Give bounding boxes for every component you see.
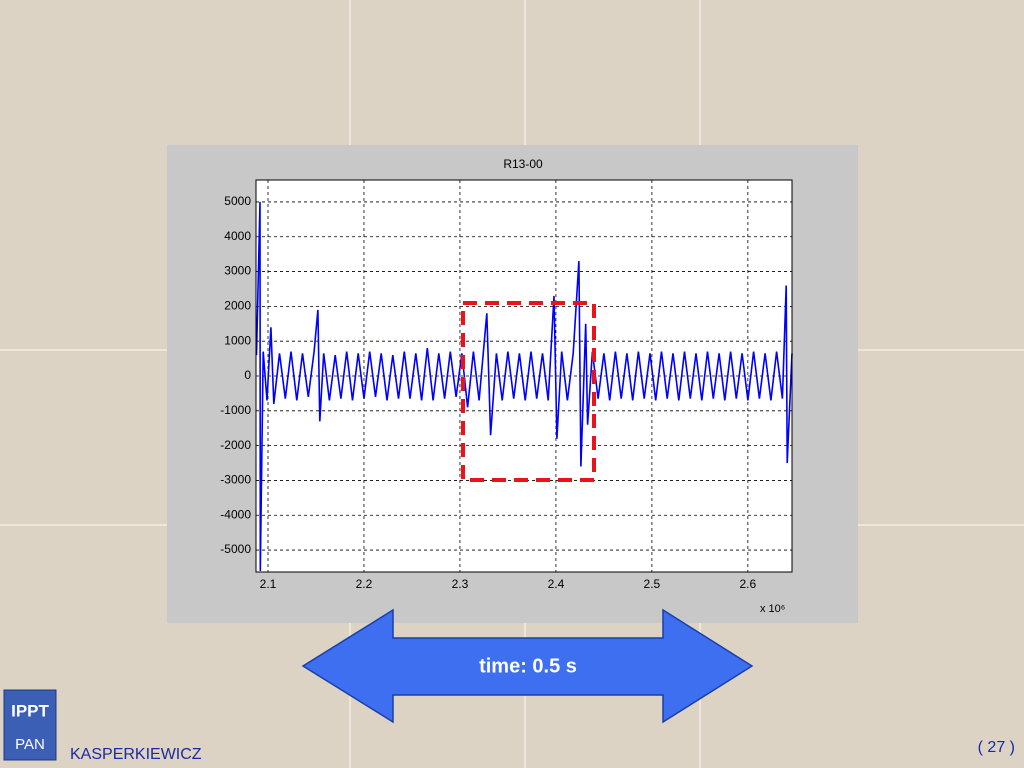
y-tick-label: 3000 xyxy=(224,264,251,278)
time-arrow xyxy=(301,608,754,724)
logo-top: IPPT xyxy=(11,701,49,720)
page-number: ( 27 ) xyxy=(978,739,1015,756)
y-tick-label: 5000 xyxy=(224,194,251,208)
logo xyxy=(3,689,57,761)
y-tick-label: -2000 xyxy=(220,438,251,452)
x-tick-label: 2.5 xyxy=(644,577,661,591)
axes-frame xyxy=(255,179,793,573)
y-tick-label: 1000 xyxy=(224,333,251,347)
x-tick-label: 2.3 xyxy=(452,577,469,591)
y-tick-label: 0 xyxy=(244,368,251,382)
y-tick-label: 2000 xyxy=(224,299,251,313)
arrow-label: time: 0.5 s xyxy=(479,655,577,677)
y-tick-label: 4000 xyxy=(224,229,251,243)
x-tick-label: 2.2 xyxy=(356,577,373,591)
y-tick-label: -1000 xyxy=(220,403,251,417)
x-tick-label: 2.1 xyxy=(260,577,277,591)
y-tick-label: -5000 xyxy=(220,542,251,556)
y-tick-label: -4000 xyxy=(220,507,251,521)
x-tick-label: 2.6 xyxy=(740,577,757,591)
x-tick-label: 2.4 xyxy=(548,577,565,591)
signal-line xyxy=(255,201,793,572)
x-multiplier: x 10⁶ xyxy=(760,603,785,615)
author: KASPERKIEWICZ xyxy=(70,746,202,763)
plot xyxy=(255,180,793,572)
logo-bottom: PAN xyxy=(15,736,45,753)
chart-title: R13-00 xyxy=(503,157,543,171)
y-tick-label: -3000 xyxy=(220,473,251,487)
